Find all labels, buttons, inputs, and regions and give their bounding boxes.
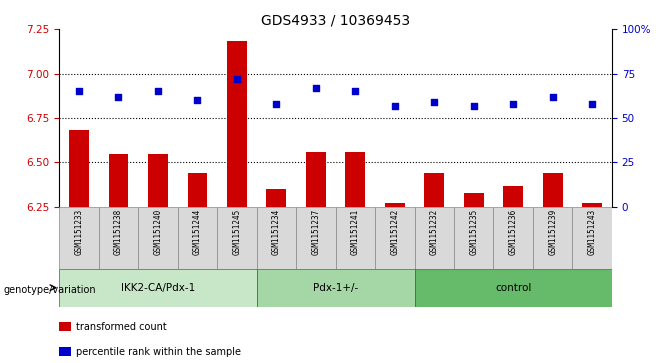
Bar xyxy=(266,189,286,207)
Point xyxy=(153,89,163,94)
Text: IKK2-CA/Pdx-1: IKK2-CA/Pdx-1 xyxy=(121,283,195,293)
Point xyxy=(192,97,203,103)
Bar xyxy=(69,130,89,207)
Bar xyxy=(99,207,138,269)
Point xyxy=(468,103,479,109)
Bar xyxy=(227,41,247,207)
Bar xyxy=(415,207,454,269)
Bar xyxy=(257,269,415,307)
Bar xyxy=(464,193,484,207)
Bar xyxy=(138,207,178,269)
Bar xyxy=(296,207,336,269)
Bar xyxy=(503,185,523,207)
Text: GSM1151237: GSM1151237 xyxy=(311,209,320,255)
Text: GSM1151232: GSM1151232 xyxy=(430,209,439,255)
Text: GSM1151244: GSM1151244 xyxy=(193,209,202,255)
Text: GSM1151243: GSM1151243 xyxy=(588,209,597,255)
Text: GSM1151235: GSM1151235 xyxy=(469,209,478,255)
Bar xyxy=(178,207,217,269)
Bar xyxy=(148,154,168,207)
Bar xyxy=(533,207,572,269)
Bar xyxy=(217,207,257,269)
Bar xyxy=(385,203,405,207)
Bar xyxy=(375,207,415,269)
Bar xyxy=(306,152,326,207)
Text: control: control xyxy=(495,283,532,293)
Point xyxy=(547,94,558,99)
Point xyxy=(508,101,519,107)
Bar xyxy=(572,207,612,269)
Text: GSM1151236: GSM1151236 xyxy=(509,209,518,255)
Text: GSM1151242: GSM1151242 xyxy=(390,209,399,255)
Text: GSM1151240: GSM1151240 xyxy=(153,209,163,255)
Text: GSM1151239: GSM1151239 xyxy=(548,209,557,255)
Title: GDS4933 / 10369453: GDS4933 / 10369453 xyxy=(261,14,410,28)
Text: GSM1151238: GSM1151238 xyxy=(114,209,123,255)
Bar xyxy=(582,203,602,207)
Point xyxy=(232,76,242,82)
Text: GSM1151234: GSM1151234 xyxy=(272,209,281,255)
Bar xyxy=(109,154,128,207)
Bar xyxy=(59,207,99,269)
Point xyxy=(113,94,124,99)
Point xyxy=(587,101,597,107)
Point xyxy=(74,89,84,94)
Text: genotype/variation: genotype/variation xyxy=(3,285,96,295)
Text: percentile rank within the sample: percentile rank within the sample xyxy=(76,347,241,357)
Point xyxy=(350,89,361,94)
Point xyxy=(429,99,440,105)
Point xyxy=(271,101,282,107)
Text: GSM1151241: GSM1151241 xyxy=(351,209,360,255)
Text: Pdx-1+/-: Pdx-1+/- xyxy=(313,283,358,293)
Point xyxy=(311,85,321,91)
Bar xyxy=(345,152,365,207)
Bar xyxy=(188,173,207,207)
Bar xyxy=(494,207,533,269)
Bar xyxy=(424,173,444,207)
Bar xyxy=(454,207,494,269)
Bar xyxy=(336,207,375,269)
Point xyxy=(390,103,400,109)
Text: GSM1151245: GSM1151245 xyxy=(232,209,241,255)
Text: GSM1151233: GSM1151233 xyxy=(74,209,84,255)
Bar xyxy=(59,269,257,307)
Bar xyxy=(257,207,296,269)
Bar xyxy=(415,269,612,307)
Text: transformed count: transformed count xyxy=(76,322,166,332)
Bar xyxy=(543,173,563,207)
